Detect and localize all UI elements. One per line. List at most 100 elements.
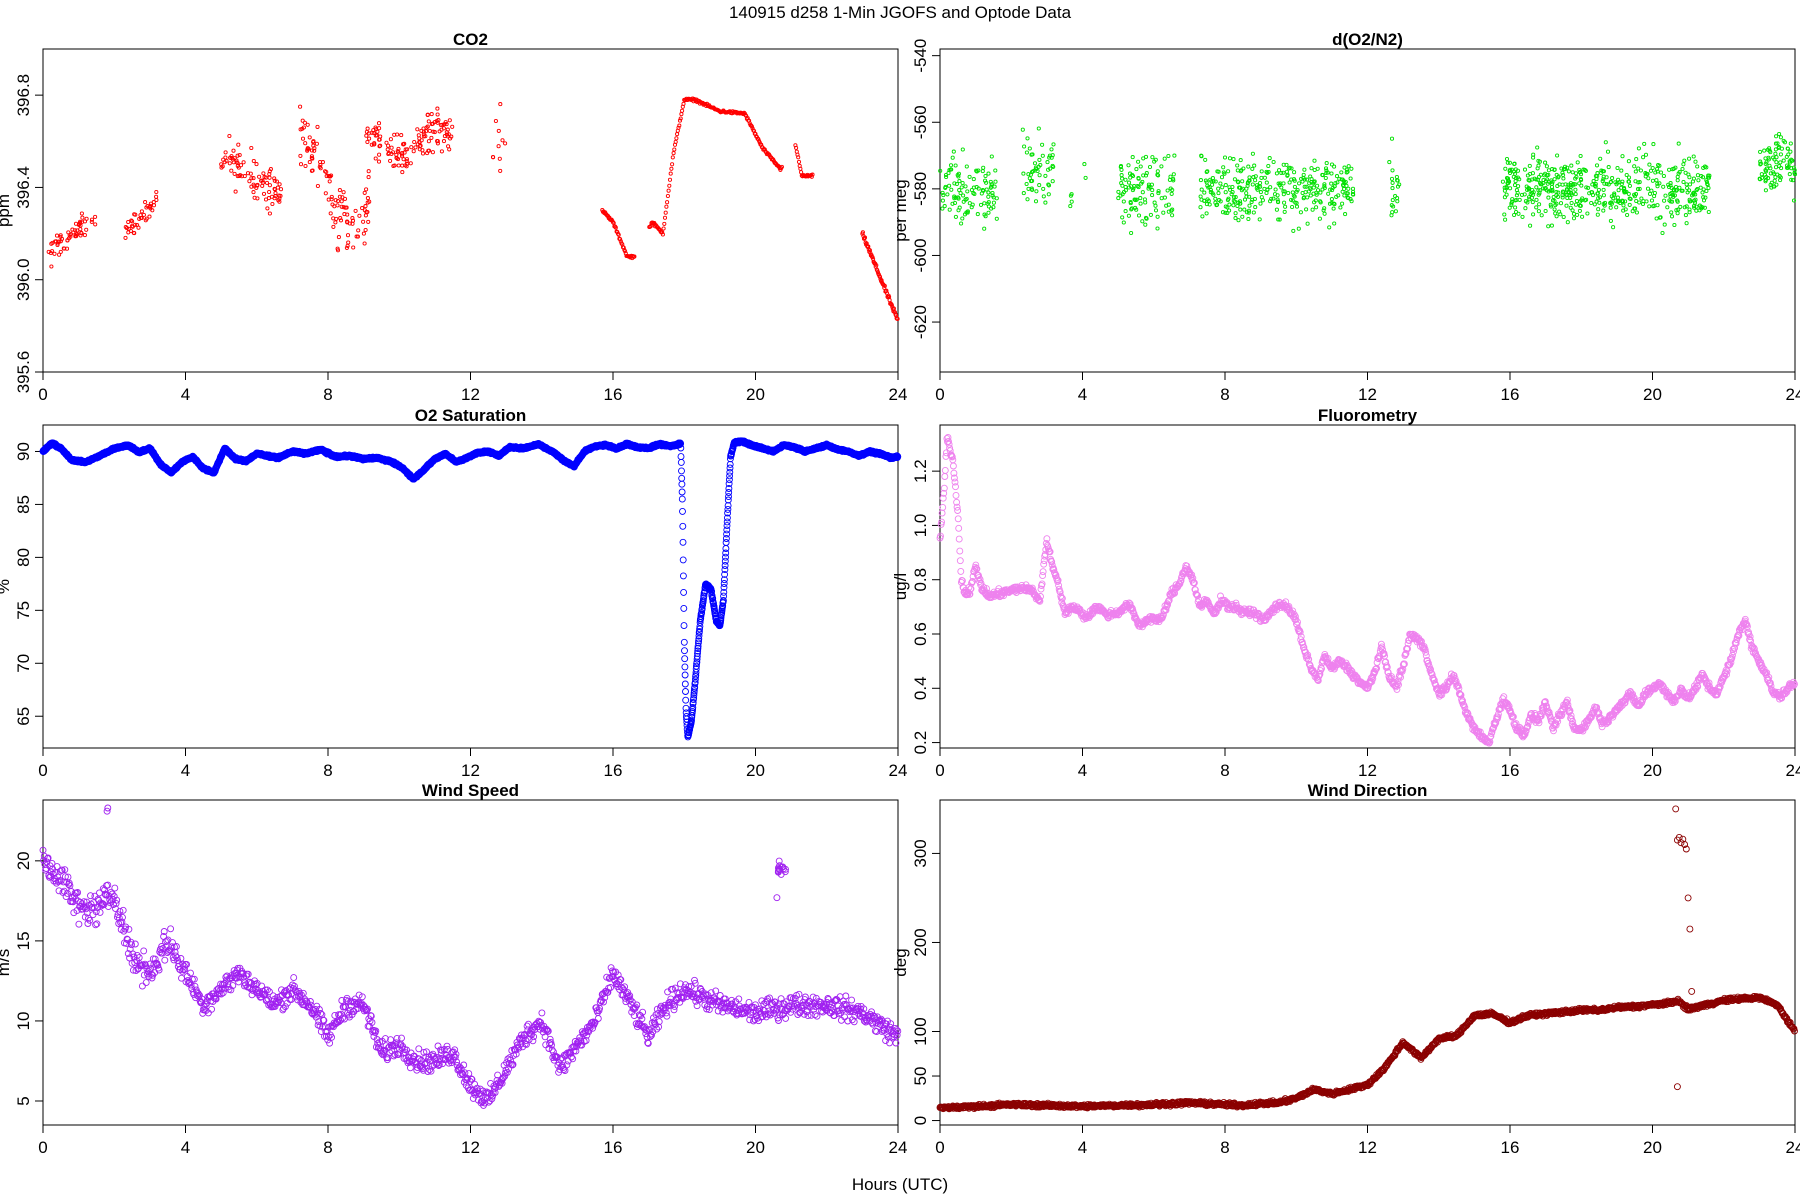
do2n2-point — [1343, 179, 1348, 185]
do2n2-point — [1671, 187, 1676, 192]
do2n2-point — [1539, 213, 1544, 218]
do2n2-point — [1335, 180, 1340, 185]
do2n2-point — [1138, 196, 1143, 201]
co2-point — [621, 245, 626, 250]
do2n2-point — [1309, 177, 1314, 182]
co2-point — [267, 172, 272, 177]
do2n2-point — [991, 200, 996, 205]
do2n2-point — [1602, 203, 1607, 208]
do2n2-point — [1235, 203, 1240, 209]
do2n2-point — [1661, 173, 1666, 179]
do2n2-point — [1051, 142, 1056, 147]
do2n2-point — [1214, 203, 1219, 208]
do2n2-point — [1296, 226, 1301, 231]
do2n2-point — [1596, 196, 1601, 201]
co2-y-tick-label: 396.0 — [14, 258, 33, 301]
co2-point — [884, 288, 889, 293]
do2n2-point — [1683, 170, 1688, 175]
do2n2-point — [1037, 173, 1042, 178]
do2n2-point — [1232, 199, 1238, 204]
co2-point — [389, 145, 394, 150]
co2-y-tick-label: 396.8 — [14, 74, 33, 117]
do2n2-point — [1597, 200, 1602, 205]
do2n2-point — [1621, 203, 1626, 208]
do2n2-point — [974, 169, 979, 174]
do2n2-point — [1507, 179, 1512, 184]
do2n2-point — [1305, 195, 1310, 200]
do2n2-point — [1235, 163, 1240, 168]
do2n2-point — [1150, 155, 1155, 160]
do2n2-point — [983, 214, 988, 219]
do2n2-point — [1266, 163, 1271, 169]
do2n2-point — [1556, 190, 1561, 195]
do2n2-point — [1596, 187, 1601, 192]
do2n2-point — [1647, 204, 1652, 209]
do2n2-point — [1704, 188, 1709, 194]
co2-point — [434, 119, 439, 124]
do2n2-point — [1548, 204, 1554, 209]
do2n2-point — [1246, 210, 1251, 215]
co2-point — [334, 216, 339, 221]
do2n2-point — [1310, 207, 1315, 212]
do2n2-point — [1777, 174, 1782, 179]
do2n2-point — [1246, 164, 1251, 169]
co2-point — [411, 149, 416, 154]
co2-title: CO2 — [453, 30, 488, 49]
do2n2-point — [1641, 155, 1646, 160]
do2n2-point — [1328, 187, 1333, 192]
co2-x-tick-label: 8 — [323, 385, 332, 404]
do2n2-point — [1560, 195, 1565, 200]
co2-point — [665, 200, 670, 205]
do2n2-point — [1036, 126, 1041, 131]
do2n2-point — [1639, 196, 1644, 201]
co2-point — [46, 249, 51, 254]
co2-point — [309, 154, 314, 159]
co2-point — [126, 230, 131, 235]
co2-point — [298, 104, 303, 109]
co2-point — [147, 214, 152, 219]
co2-point — [369, 142, 374, 147]
do2n2-point — [1227, 187, 1233, 192]
co2-point — [345, 219, 350, 224]
co2-point — [223, 150, 228, 155]
co2-point — [126, 219, 131, 225]
do2n2-point — [1302, 177, 1307, 182]
do2n2-point — [1599, 168, 1604, 173]
co2-point — [303, 163, 308, 169]
do2n2-point — [1327, 225, 1332, 230]
co2-point — [342, 212, 347, 217]
do2n2-point — [1155, 172, 1160, 177]
co2-point — [361, 231, 366, 236]
co2-point — [330, 202, 335, 207]
co2-point — [129, 224, 134, 229]
do2n2-point — [1276, 181, 1281, 186]
do2n2-point — [1293, 200, 1298, 205]
do2n2-point — [1337, 176, 1342, 181]
do2n2-point — [1129, 230, 1134, 236]
do2n2-point — [1781, 158, 1786, 163]
do2n2-point — [1561, 214, 1566, 220]
do2n2-point — [1660, 230, 1665, 236]
do2n2-point — [1758, 149, 1763, 154]
do2n2-point — [1022, 144, 1027, 149]
do2n2-point — [1119, 167, 1124, 172]
do2n2-point — [1695, 186, 1700, 192]
co2-point — [52, 251, 57, 256]
do2n2-point — [1652, 194, 1657, 199]
co2-point — [623, 249, 628, 254]
co2-point — [662, 215, 668, 220]
co2-point — [663, 210, 668, 215]
do2n2-point — [989, 206, 994, 211]
do2n2-point — [1773, 151, 1778, 156]
do2n2-point — [1627, 202, 1632, 207]
do2n2-point — [1778, 135, 1783, 140]
do2n2-point — [1285, 173, 1290, 178]
do2n2-point — [986, 210, 991, 215]
do2n2-point — [1222, 171, 1227, 176]
do2n2-point — [1680, 166, 1685, 172]
do2n2-point — [1330, 188, 1335, 193]
co2-point — [315, 124, 320, 129]
do2n2-point — [1764, 160, 1769, 165]
do2n2-point — [1764, 174, 1769, 180]
